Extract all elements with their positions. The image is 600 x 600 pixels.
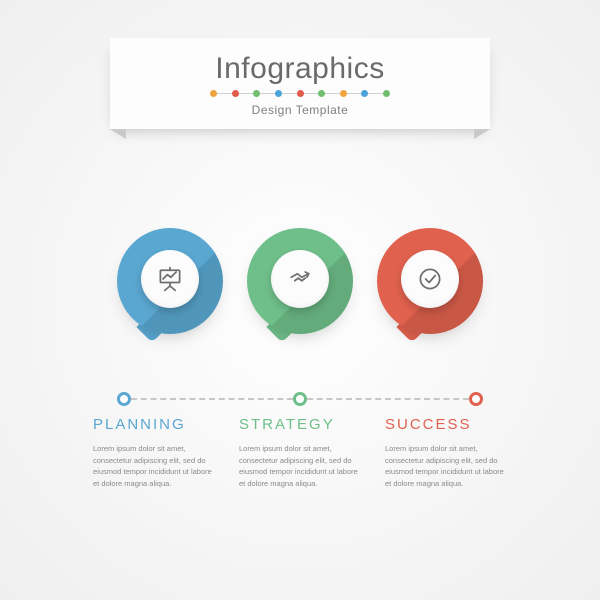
- divider-dot: [297, 90, 304, 97]
- timeline-dot: [293, 392, 307, 406]
- label-row: PLANNING Lorem ipsum dolor sit amet, cons…: [0, 416, 600, 490]
- step-label: STRATEGY: [239, 416, 361, 433]
- divider-dot: [275, 90, 282, 97]
- handshake-arrow-icon: [271, 250, 329, 308]
- divider-dot: [383, 90, 390, 97]
- step-column: SUCCESS Lorem ipsum dolor sit amet, conse…: [385, 416, 507, 490]
- bubble-row: [0, 228, 600, 334]
- divider-dot: [361, 90, 368, 97]
- step-label: PLANNING: [93, 416, 215, 433]
- page-subtitle: Design Template: [120, 103, 480, 117]
- timeline-dot: [117, 392, 131, 406]
- timeline-dot: [469, 392, 483, 406]
- step-bubble: [377, 228, 483, 334]
- step-bubble: [247, 228, 353, 334]
- divider-dot: [253, 90, 260, 97]
- divider-dots: [210, 90, 390, 97]
- step-copy: Lorem ipsum dolor sit amet, consectetur …: [239, 443, 361, 490]
- timeline-segment: [307, 398, 469, 400]
- divider-dot: [232, 90, 239, 97]
- divider-dot: [318, 90, 325, 97]
- check-circle-icon: [401, 250, 459, 308]
- divider-dot: [210, 90, 217, 97]
- step-label: SUCCESS: [385, 416, 507, 433]
- divider-dot: [340, 90, 347, 97]
- timeline: [0, 392, 600, 406]
- step-column: STRATEGY Lorem ipsum dolor sit amet, cons…: [239, 416, 361, 490]
- step-copy: Lorem ipsum dolor sit amet, consectetur …: [93, 443, 215, 490]
- header-ribbon: Infographics Design Template: [110, 38, 490, 129]
- page-title: Infographics: [120, 52, 480, 86]
- step-bubble: [117, 228, 223, 334]
- step-copy: Lorem ipsum dolor sit amet, consectetur …: [385, 443, 507, 490]
- presentation-chart-icon: [141, 250, 199, 308]
- step-column: PLANNING Lorem ipsum dolor sit amet, cons…: [93, 416, 215, 490]
- timeline-segment: [131, 398, 293, 400]
